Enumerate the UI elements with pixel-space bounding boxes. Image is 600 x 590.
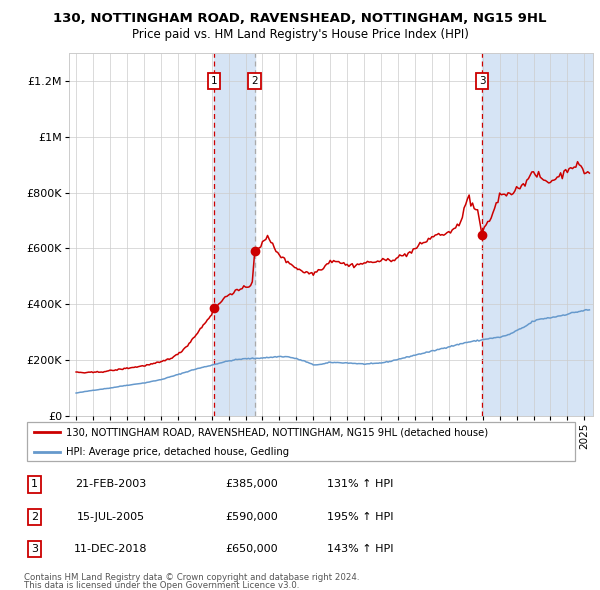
- Text: 1: 1: [211, 76, 217, 86]
- Text: 11-DEC-2018: 11-DEC-2018: [74, 545, 148, 554]
- Text: 3: 3: [31, 545, 38, 554]
- Text: 195% ↑ HPI: 195% ↑ HPI: [327, 512, 393, 522]
- Text: £385,000: £385,000: [226, 480, 278, 489]
- Text: 143% ↑ HPI: 143% ↑ HPI: [327, 545, 393, 554]
- Bar: [214, 53, 254, 416]
- Text: 131% ↑ HPI: 131% ↑ HPI: [327, 480, 393, 489]
- Text: 2: 2: [251, 76, 258, 86]
- Text: HPI: Average price, detached house, Gedling: HPI: Average price, detached house, Gedl…: [65, 447, 289, 457]
- Text: 130, NOTTINGHAM ROAD, RAVENSHEAD, NOTTINGHAM, NG15 9HL: 130, NOTTINGHAM ROAD, RAVENSHEAD, NOTTIN…: [53, 12, 547, 25]
- Text: 21-FEB-2003: 21-FEB-2003: [76, 480, 146, 489]
- Text: 130, NOTTINGHAM ROAD, RAVENSHEAD, NOTTINGHAM, NG15 9HL (detached house): 130, NOTTINGHAM ROAD, RAVENSHEAD, NOTTIN…: [65, 427, 488, 437]
- Bar: [482, 53, 593, 416]
- Text: 15-JUL-2005: 15-JUL-2005: [77, 512, 145, 522]
- Text: 3: 3: [479, 76, 485, 86]
- Text: £590,000: £590,000: [226, 512, 278, 522]
- FancyBboxPatch shape: [27, 422, 575, 461]
- Text: This data is licensed under the Open Government Licence v3.0.: This data is licensed under the Open Gov…: [24, 581, 299, 590]
- Text: £650,000: £650,000: [226, 545, 278, 554]
- Text: 2: 2: [31, 512, 38, 522]
- Text: Contains HM Land Registry data © Crown copyright and database right 2024.: Contains HM Land Registry data © Crown c…: [24, 573, 359, 582]
- Text: 1: 1: [31, 480, 38, 489]
- Text: Price paid vs. HM Land Registry's House Price Index (HPI): Price paid vs. HM Land Registry's House …: [131, 28, 469, 41]
